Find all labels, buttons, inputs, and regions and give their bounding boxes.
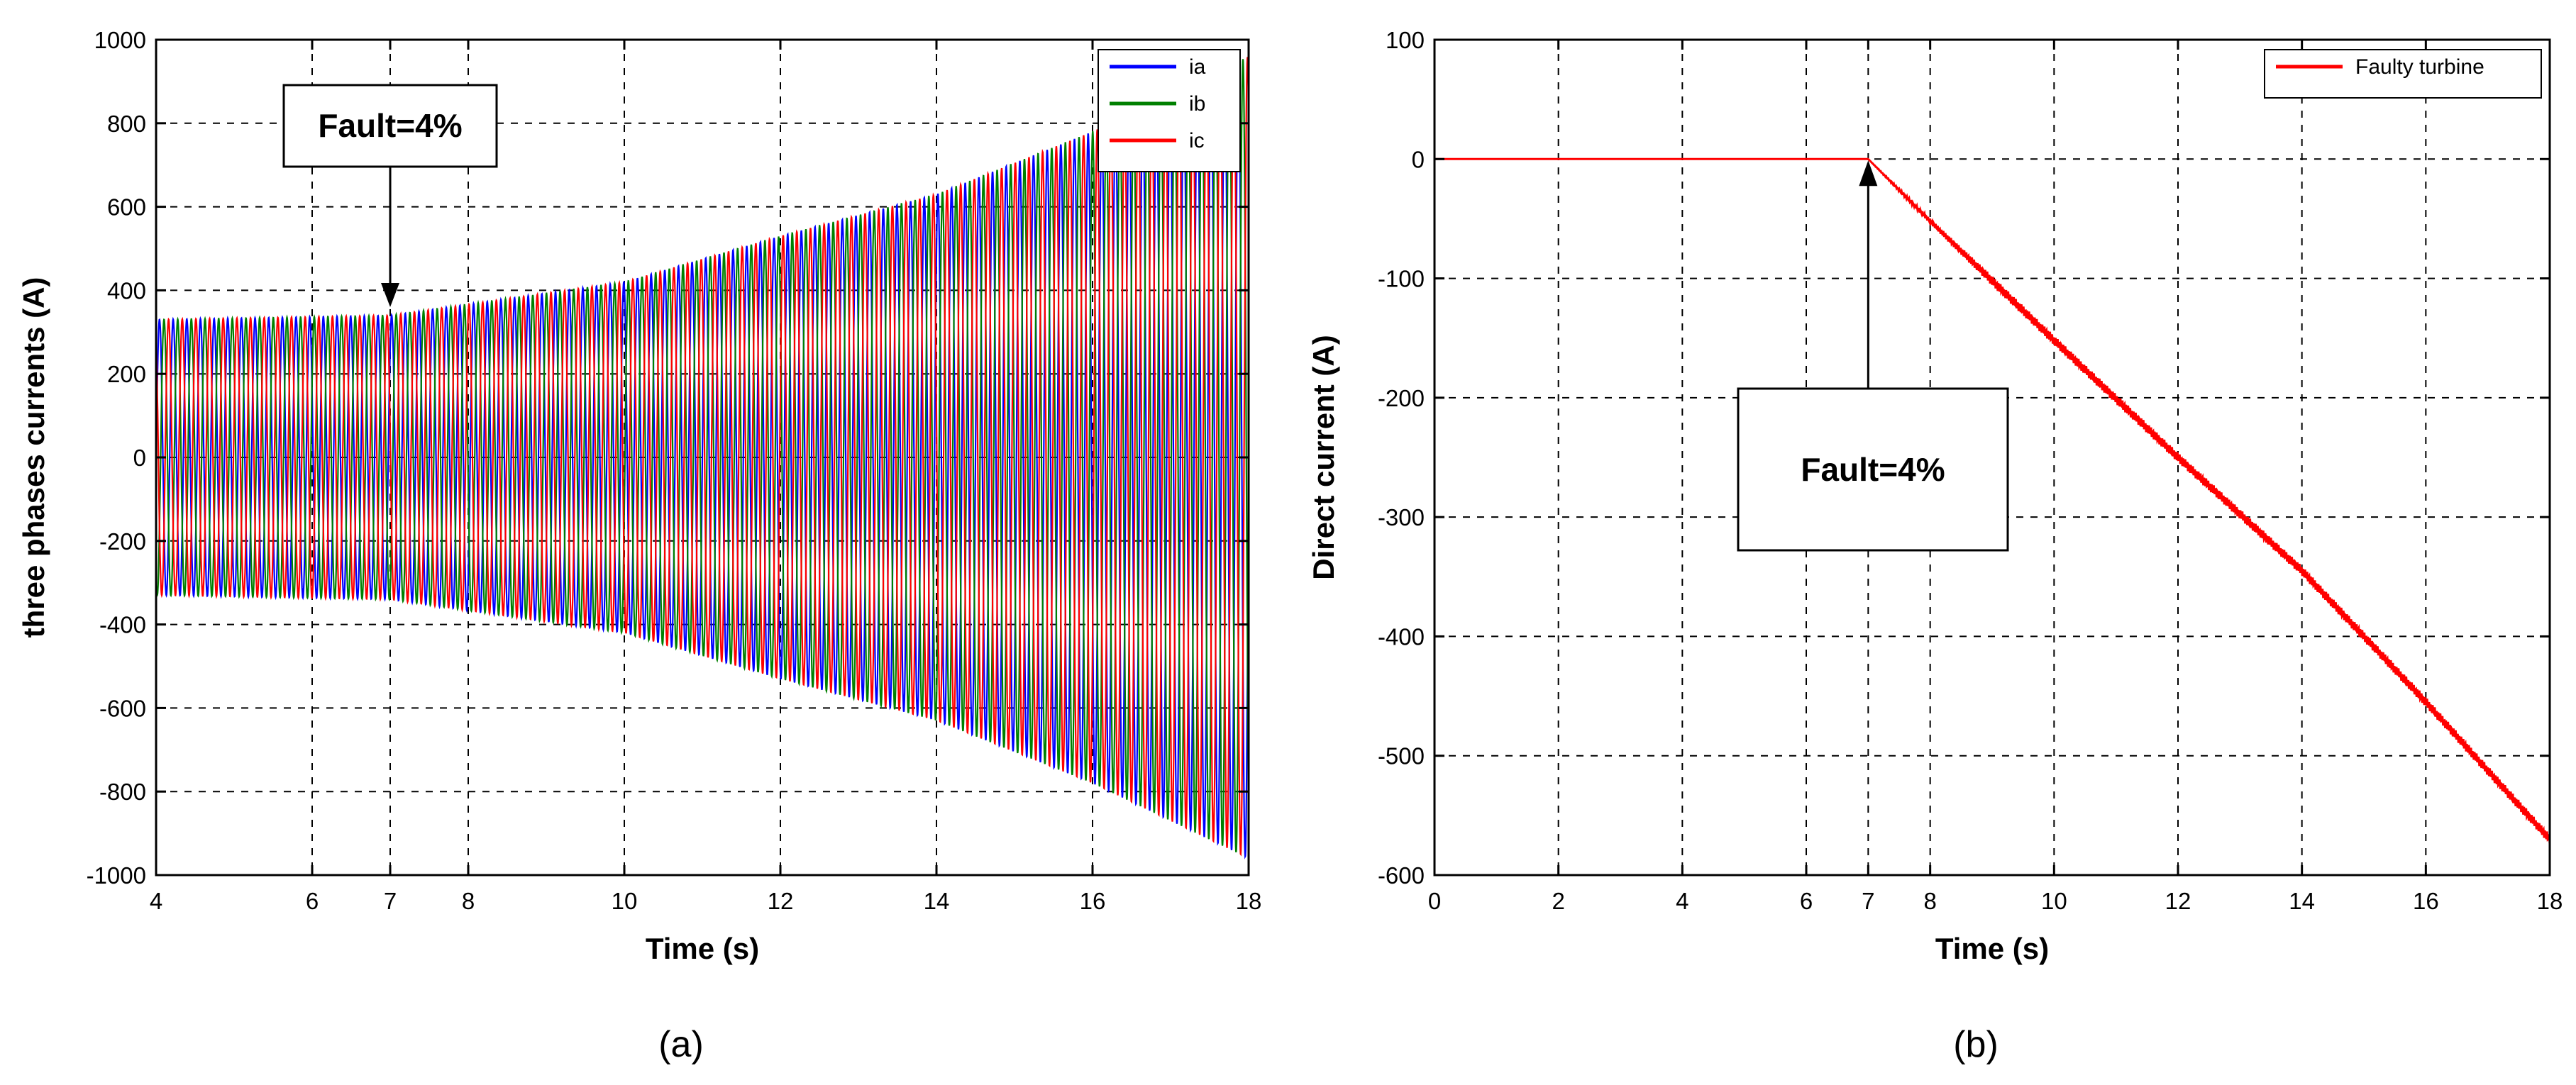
caption-a: (a)	[658, 1024, 704, 1065]
x-tick-label-b: 0	[1428, 888, 1441, 914]
annotation-b: Fault=4%	[1737, 160, 2009, 552]
x-tick-label-b: 7	[1862, 888, 1874, 914]
legend-label-ic: ic	[1189, 129, 1205, 152]
x-tick-label-a: 12	[768, 888, 794, 914]
annotation-arrowhead-a	[381, 282, 399, 307]
series-line-ia	[156, 61, 1249, 859]
x-tick-label-a: 6	[306, 888, 319, 914]
series-line-ib	[156, 59, 1249, 852]
ticks-b: 0 2 4 6 7 8 10 12 14 16 18 -600 -500 -400 -300 -200 -100…	[1378, 27, 2563, 914]
y-tick-label-a: 800	[107, 111, 146, 137]
y-axis-label-b: Direct current (A)	[1307, 335, 1340, 579]
x-tick-label-b: 8	[1923, 888, 1936, 914]
y-tick-label-a: 400	[107, 277, 146, 304]
annotation-text-b: Fault=4%	[1801, 451, 1945, 488]
annotation-arrowhead-b	[1859, 160, 1878, 187]
series-group-b	[1435, 157, 2550, 844]
x-tick-label-b: 18	[2537, 888, 2563, 914]
x-axis-label-a: Time (s)	[646, 932, 759, 965]
series-group-a	[156, 57, 1249, 859]
y-tick-label-b: -500	[1378, 743, 1425, 769]
y-tick-label-b: 0	[1412, 146, 1425, 172]
chart-a: 4 6 7 8 10 12 14 16 18 -1000 -800 -600 -400 -200 0 200 4…	[17, 27, 1261, 1065]
x-tick-label-a: 7	[384, 888, 397, 914]
x-tick-label-a: 16	[1080, 888, 1106, 914]
y-tick-label-a: -1000	[87, 862, 146, 889]
legend-label-ib: ib	[1189, 92, 1205, 116]
x-tick-label-b: 12	[2165, 888, 2191, 914]
annotation-box-a	[282, 84, 498, 168]
y-tick-label-a: -600	[99, 695, 146, 721]
legend-label-ia: ia	[1189, 55, 1206, 79]
series-line-faulty-turbine	[1435, 157, 2550, 844]
x-tick-label-b: 10	[2041, 888, 2067, 914]
annotation-box-b	[1737, 387, 2009, 552]
y-tick-label-b: -600	[1378, 862, 1425, 889]
x-tick-label-b: 2	[1552, 888, 1564, 914]
ticks-a: 4 6 7 8 10 12 14 16 18 -1000 -800 -600 -400 -200 0 200 4…	[87, 27, 1262, 914]
x-tick-label-a: 4	[150, 888, 162, 914]
legend-box-b	[2264, 49, 2542, 99]
y-tick-label-a: 0	[133, 445, 146, 471]
legend-a: ia ib ic	[1098, 49, 1241, 172]
y-tick-label-b: -400	[1378, 623, 1425, 650]
x-tick-label-b: 4	[1676, 888, 1688, 914]
x-tick-label-b: 16	[2413, 888, 2439, 914]
x-tick-label-b: 6	[1800, 888, 1813, 914]
x-tick-label-a: 14	[924, 888, 950, 914]
x-tick-label-a: 8	[462, 888, 475, 914]
y-axis-label-a: three phases currents (A)	[17, 277, 50, 638]
y-tick-label-a: 1000	[94, 27, 146, 53]
y-tick-label-b: -200	[1378, 385, 1425, 411]
y-tick-label-a: 600	[107, 194, 146, 221]
y-tick-label-a: -200	[99, 528, 146, 555]
x-tick-label-a: 10	[612, 888, 638, 914]
chart-b: 0 2 4 6 7 8 10 12 14 16 18 -600 -500 -400 -300 -200 -100…	[1307, 27, 2563, 1065]
x-axis-label-b: Time (s)	[1935, 932, 2049, 965]
y-tick-label-a: -400	[99, 612, 146, 638]
plot-frame-b	[1433, 38, 2551, 877]
y-tick-label-b: -300	[1378, 504, 1425, 530]
y-tick-label-b: 100	[1386, 27, 1425, 53]
y-tick-label-a: -800	[99, 779, 146, 805]
annotation-text-a: Fault=4%	[318, 107, 462, 144]
legend-b: Faulty turbine	[2264, 49, 2542, 99]
annotation-a: Fault=4%	[282, 84, 498, 307]
x-tick-label-b: 14	[2289, 888, 2315, 914]
y-tick-label-a: 200	[107, 361, 146, 387]
series-line-ic	[156, 57, 1249, 857]
legend-label-faulty-turbine: Faulty turbine	[2355, 55, 2484, 79]
x-tick-label-a: 18	[1236, 888, 1262, 914]
y-tick-label-b: -100	[1378, 266, 1425, 292]
legend-box-a	[1098, 49, 1241, 172]
caption-b: (b)	[1953, 1024, 1999, 1065]
